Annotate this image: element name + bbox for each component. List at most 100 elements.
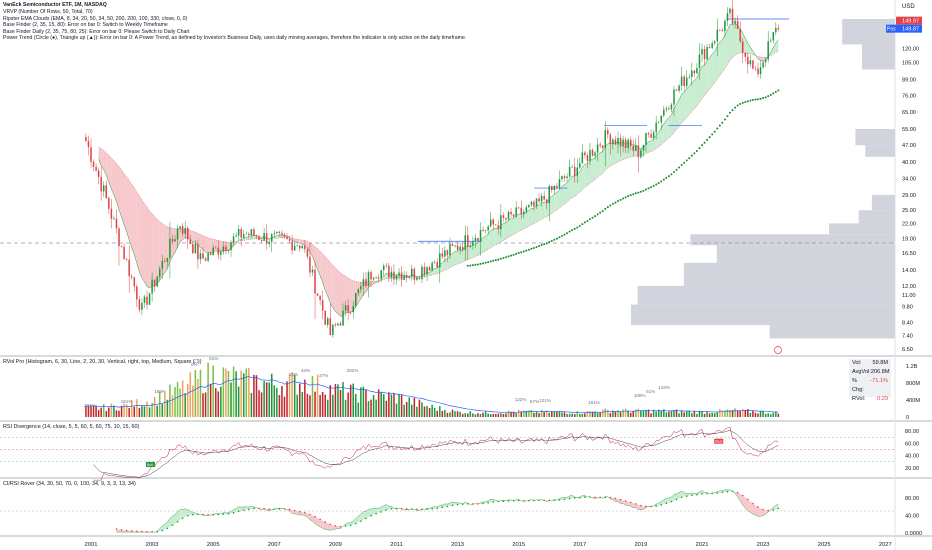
ma-dot: [746, 100, 749, 103]
candle-body: [596, 144, 599, 153]
cmrsi-pane-title[interactable]: CI/RSI Rover (34, 30, 50, 70, 0, 100, 34…: [3, 481, 136, 487]
cmrsi-dot: [721, 491, 724, 494]
candle-body: [85, 137, 87, 142]
cmrsi-fill: [391, 506, 394, 509]
cmrsi-dot: [278, 508, 281, 510]
volume-bar: [698, 410, 701, 417]
volume-pane-title[interactable]: RVol Pro (Histogram, 6, 30, Line, 2, 20,…: [3, 359, 202, 365]
candle-body: [123, 246, 125, 260]
cmrsi-dot: [477, 503, 479, 505]
cmrsi-fill: [383, 504, 387, 511]
volume-bar: [253, 374, 255, 417]
cmrsi-fill: [747, 499, 751, 513]
candle-body: [186, 228, 189, 240]
cloud-segment: [477, 239, 481, 256]
ma-dot: [772, 92, 775, 95]
candle-body: [360, 286, 362, 290]
cloud-segment: [727, 24, 731, 65]
indicator-line-5[interactable]: Power Trend (Circle (●), Triangle up (▲)…: [3, 35, 467, 41]
vrvp-bin: [637, 285, 895, 305]
indicator-line-1[interactable]: VRVP (Number Of Rows, 50, Total, 70): [3, 9, 93, 15]
cloud-segment: [651, 138, 654, 152]
cmrsi-dot: [543, 499, 545, 502]
ma-dot: [566, 232, 569, 235]
candle-body: [184, 228, 186, 234]
volume-bar: [332, 394, 334, 417]
volume-bar: [181, 380, 184, 417]
cloud-segment: [251, 235, 254, 240]
candle-body: [451, 244, 454, 246]
cmrsi-dot: [151, 531, 153, 533]
volume-bar: [222, 367, 225, 417]
candle-body: [752, 60, 754, 69]
time-axis[interactable]: 2001 2003 2005 2007 2009 2011 2013 2015 2017 2019…: [85, 542, 892, 548]
cloud-segment: [136, 191, 140, 272]
volume-bar: [688, 410, 691, 417]
volume-bar: [281, 386, 283, 417]
cmrsi-fill: [315, 516, 318, 526]
cloud-segment: [648, 140, 652, 153]
ma-dot: [507, 255, 510, 258]
vrvp-bin: [871, 194, 895, 211]
candle-body: [377, 277, 380, 279]
volume-bar: [459, 411, 461, 417]
candle-body: [535, 198, 538, 207]
cloud-segment: [475, 243, 478, 257]
indicator-line-2[interactable]: Ripster EMA Clouds (EMA, 8, 34, 20, 50, …: [3, 15, 188, 22]
volume-bar: [214, 388, 217, 417]
volume-bar: [128, 407, 130, 417]
cloud-segment: [689, 82, 692, 115]
indicator-line-3[interactable]: Base Finder (2, 35, 15, 80): Error on ba…: [3, 22, 168, 28]
volume-bar: [439, 406, 441, 417]
ma-dot: [706, 138, 709, 141]
ma-dot: [726, 115, 729, 118]
cloud-segment: [246, 236, 249, 240]
cmrsi-dot: [156, 530, 158, 533]
volume-bar: [250, 392, 253, 417]
cmrsi-dot: [584, 496, 586, 498]
volume-pane: 231% 191% 159% 0% 61% 63%43% 37% 262% 122% 57% 121…: [84, 356, 780, 417]
cloud-segment: [773, 42, 776, 55]
cmrsi-fill: [172, 514, 176, 526]
volume-bar: [563, 412, 566, 417]
volume-bar: [741, 408, 744, 417]
indicator-line-4[interactable]: Base Finder Daily (2, 35, 75, 80, 25): E…: [3, 28, 190, 35]
candle-body: [148, 293, 151, 305]
candle-body: [505, 217, 507, 220]
volume-bar: [670, 410, 673, 417]
candle-body: [657, 122, 660, 123]
cloud-segment: [345, 276, 349, 313]
volume-bar: [421, 402, 423, 417]
cloud-segment: [666, 117, 669, 141]
candle-body: [156, 276, 158, 287]
tv-circle-icon[interactable]: [774, 346, 782, 354]
candle-body: [329, 318, 332, 335]
rsi-pane-title[interactable]: RSI Divergence (14, close, 5, 5, 60, 5, …: [3, 424, 140, 430]
cloud-segment: [770, 47, 774, 56]
cmrsi-dot: [370, 514, 372, 517]
cloud-segment: [348, 277, 351, 313]
cmrsi-dot: [533, 499, 535, 502]
ma-dot: [716, 127, 719, 130]
cloud-segment: [192, 231, 196, 243]
cmrsi-dot: [227, 512, 230, 515]
volume-bar: [601, 409, 604, 417]
cmrsi-fill: [722, 489, 725, 493]
rsi-axis[interactable]: 80.00 60.00 40.00 20.00: [905, 429, 919, 472]
ma-dot: [751, 99, 754, 102]
cmrsi-axis[interactable]: 80.00 40.00 0.0000: [905, 496, 922, 537]
ma-dot: [683, 161, 686, 164]
volume-bar: [319, 394, 321, 417]
volume-bar: [184, 393, 186, 417]
volume-axis[interactable]: 0 400M 800M 1.2B: [906, 364, 920, 421]
cloud-segment: [511, 218, 514, 236]
candle-body: [268, 241, 270, 244]
volume-bar: [347, 392, 349, 417]
volume-bar: [599, 412, 601, 417]
candle-body: [561, 176, 563, 180]
ma-dot: [494, 259, 497, 262]
cloud-segment: [567, 178, 570, 203]
candle-body: [652, 132, 655, 138]
price-axis[interactable]: USD160.00120.00105.0089.0076.0065.0055.0…: [886, 4, 922, 353]
